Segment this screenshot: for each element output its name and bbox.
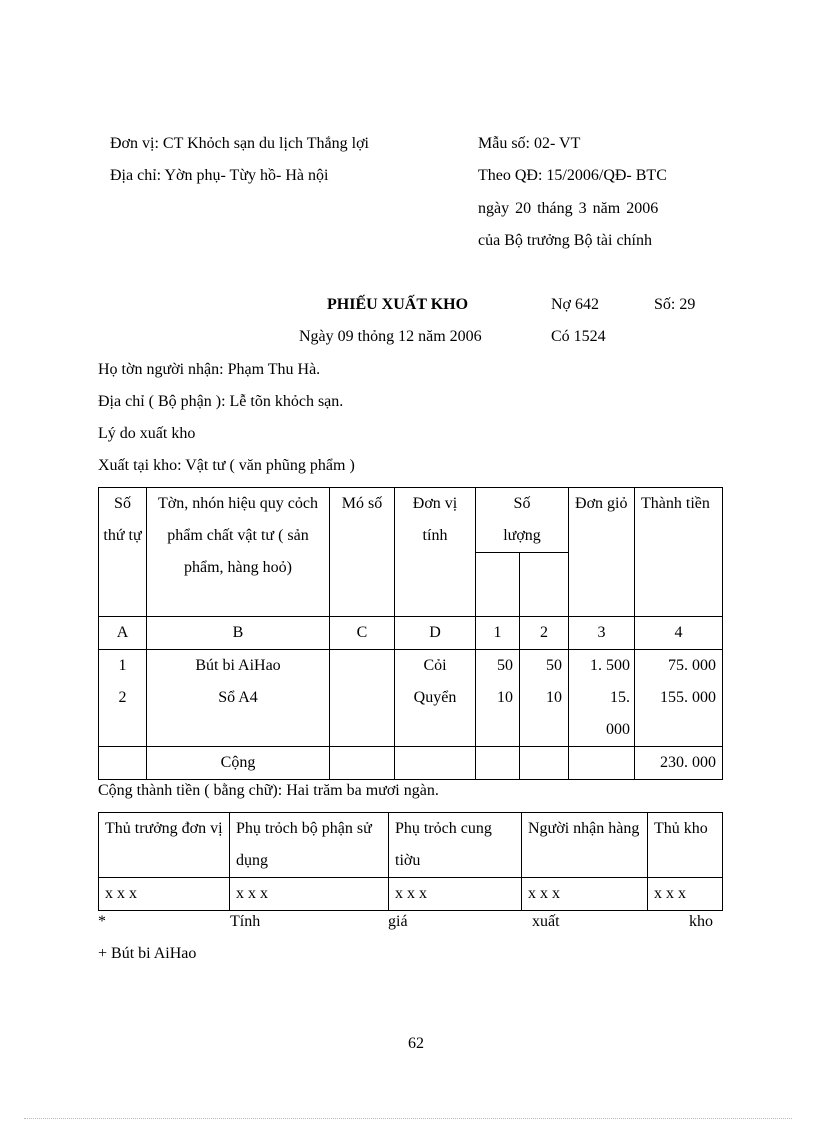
amount: 75. 000 [668, 657, 717, 674]
signature: x x x [388, 877, 522, 911]
item-unit: Quyển [413, 689, 457, 706]
header-qty-1 [475, 552, 520, 617]
header-qty-2 [518, 552, 570, 617]
item-heading: + Bút bi AiHao [98, 945, 197, 962]
recipient: Họ tờn người nhận: Phạm Thu Hà. [98, 361, 321, 378]
unit-address: Địa chỉ: Yờn phụ- Từy hồ- Hà nội [110, 167, 329, 184]
document-title: PHIẾU XUẤT KHO [327, 296, 469, 313]
calc-word: Tính [230, 913, 261, 930]
form-number: Mẫu số: 02- VT [478, 135, 581, 152]
total-label: Cộng [146, 746, 330, 780]
calc-word: * [98, 913, 106, 930]
calc-word: kho [689, 913, 713, 930]
recipient-department: Địa chỉ ( Bộ phận ): Lễ tõn khỏch sạn. [98, 393, 344, 410]
debit-account: Nợ 642 [551, 296, 600, 313]
decision-ref: Theo QĐ: 15/2006/QĐ- BTC [478, 167, 667, 184]
item-unit: Cỏi [423, 657, 447, 674]
code-cell: B [146, 616, 330, 650]
signature: x x x [647, 877, 723, 911]
header-price: Đơn giỏ [568, 487, 636, 617]
document-date: Ngày 09 thỏng 12 năm 2006 [299, 328, 482, 345]
signature: x x x [229, 877, 389, 911]
goods-table: Số thứ tự Tờn, nhón hiệu quy cỏch phẩm c… [98, 487, 724, 780]
signer-supply: Phụ trỏch cung tiờu [388, 812, 522, 878]
signature: x x x [521, 877, 648, 911]
code-cell: D [394, 616, 476, 650]
header-unit: Đơn vị tính [394, 487, 476, 617]
page-number: 62 [408, 1035, 424, 1052]
qty-2: 50 [546, 657, 563, 674]
document-number: Số: 29 [654, 296, 696, 313]
unit-name: Đơn vị: CT Khỏch sạn du lịch Thắng lợi [110, 135, 369, 152]
signature: x x x [98, 877, 230, 911]
code-cell: 2 [518, 616, 570, 650]
credit-account: Có 1524 [551, 328, 606, 345]
header-amount: Thành tiền [634, 487, 724, 617]
total-value: 230. 000 [634, 746, 724, 780]
decision-issuer: của Bộ trưởng Bộ tài chính [478, 232, 652, 249]
code-cell: A [98, 616, 147, 650]
signature-table: Thủ trưởng đơn vị Phụ trỏch bộ phận sử d… [98, 812, 723, 911]
item-name: Bút bi AiHao [195, 657, 281, 674]
warehouse: Xuất tại kho: Vật tư ( văn phũng phẩm ) [98, 457, 355, 474]
code-cell: 1 [475, 616, 520, 650]
code-cell: 3 [568, 616, 636, 650]
qty-2: 10 [546, 689, 563, 706]
calc-word: giá [388, 913, 408, 930]
unit-price: 15. 000 [606, 689, 631, 738]
signer-receiver: Người nhận hàng [521, 812, 648, 878]
header-code: Mó số [329, 487, 395, 617]
signer-storekeeper: Thủ kho [647, 812, 723, 878]
page-edge-divider [24, 1118, 792, 1119]
item-code [329, 649, 395, 747]
stt: 1 [118, 657, 127, 674]
signer-dept: Phụ trỏch bộ phận sử dụng [229, 812, 389, 878]
calc-word: xuất [532, 913, 560, 930]
header-stt: Số thứ tự [98, 487, 147, 617]
stt: 2 [118, 689, 127, 706]
qty-1: 10 [497, 689, 513, 706]
decision-date: ngày 20 tháng 3 năm 2006 [478, 200, 659, 217]
amount: 155. 000 [660, 689, 717, 706]
reason: Lý do xuất kho [98, 425, 196, 442]
code-cell: C [329, 616, 395, 650]
item-name: Sổ A4 [218, 689, 258, 706]
amount-in-words: Cộng thành tiền ( bằng chữ): Hai trăm ba… [98, 782, 439, 799]
unit-price: 1. 500 [590, 657, 631, 674]
code-cell: 4 [634, 616, 724, 650]
signer-head: Thủ trưởng đơn vị [98, 812, 230, 878]
qty-1: 50 [497, 657, 513, 674]
header-name: Tờn, nhón hiệu quy cỏch phẩm chất vật tư… [146, 487, 330, 617]
header-quantity: Số lượng [474, 487, 570, 553]
